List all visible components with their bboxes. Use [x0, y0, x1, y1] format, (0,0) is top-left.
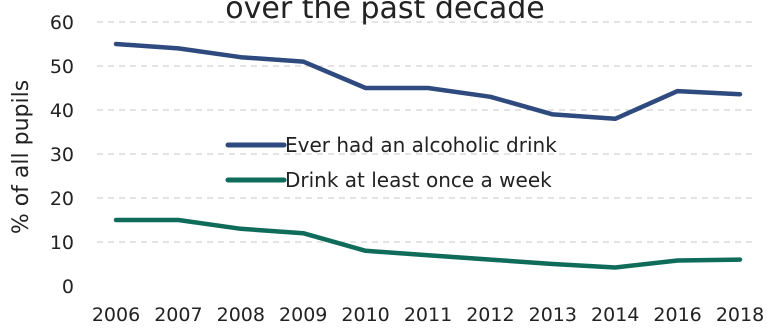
- legend: Ever had an alcoholic drink Drink at leas…: [225, 133, 557, 192]
- x-tick-label: 2006: [92, 304, 140, 326]
- x-tick-label: 2014: [591, 304, 639, 326]
- x-tick-label: 2008: [217, 304, 265, 326]
- x-axis-ticks: 2006 2007 2008 2009 2010 2011 2012 2013 2014 2016…: [92, 304, 764, 326]
- grid-lines: [97, 21, 757, 243]
- x-tick-label: 2011: [404, 304, 452, 326]
- series-line-0: [113, 41, 743, 122]
- y-tick-label: 40: [50, 100, 74, 122]
- chart-title: over the past decade: [225, 0, 544, 26]
- x-tick-label: 2009: [279, 304, 327, 326]
- y-tick-label: 50: [50, 56, 74, 78]
- y-tick-label: 10: [50, 232, 74, 254]
- y-tick-label: 30: [50, 144, 74, 166]
- x-tick-label: 2010: [341, 304, 389, 326]
- series-line-1: [113, 217, 743, 270]
- x-tick-label: 2012: [466, 304, 514, 326]
- x-tick-label: 2018: [716, 304, 764, 326]
- x-tick-label: 2013: [529, 304, 577, 326]
- legend-label-0: Ever had an alcoholic drink: [285, 133, 557, 157]
- x-tick-label: 2016: [653, 304, 701, 326]
- legend-label-1: Drink at least once a week: [285, 168, 552, 192]
- y-axis-ticks: 0 10 20 30 40 50 60: [50, 12, 74, 298]
- series-lines: [113, 41, 743, 270]
- y-tick-label: 60: [50, 12, 74, 34]
- y-axis-label: % of all pupils: [9, 80, 34, 234]
- y-tick-label: 0: [62, 276, 74, 298]
- x-tick-label: 2007: [154, 304, 202, 326]
- y-tick-label: 20: [50, 188, 74, 210]
